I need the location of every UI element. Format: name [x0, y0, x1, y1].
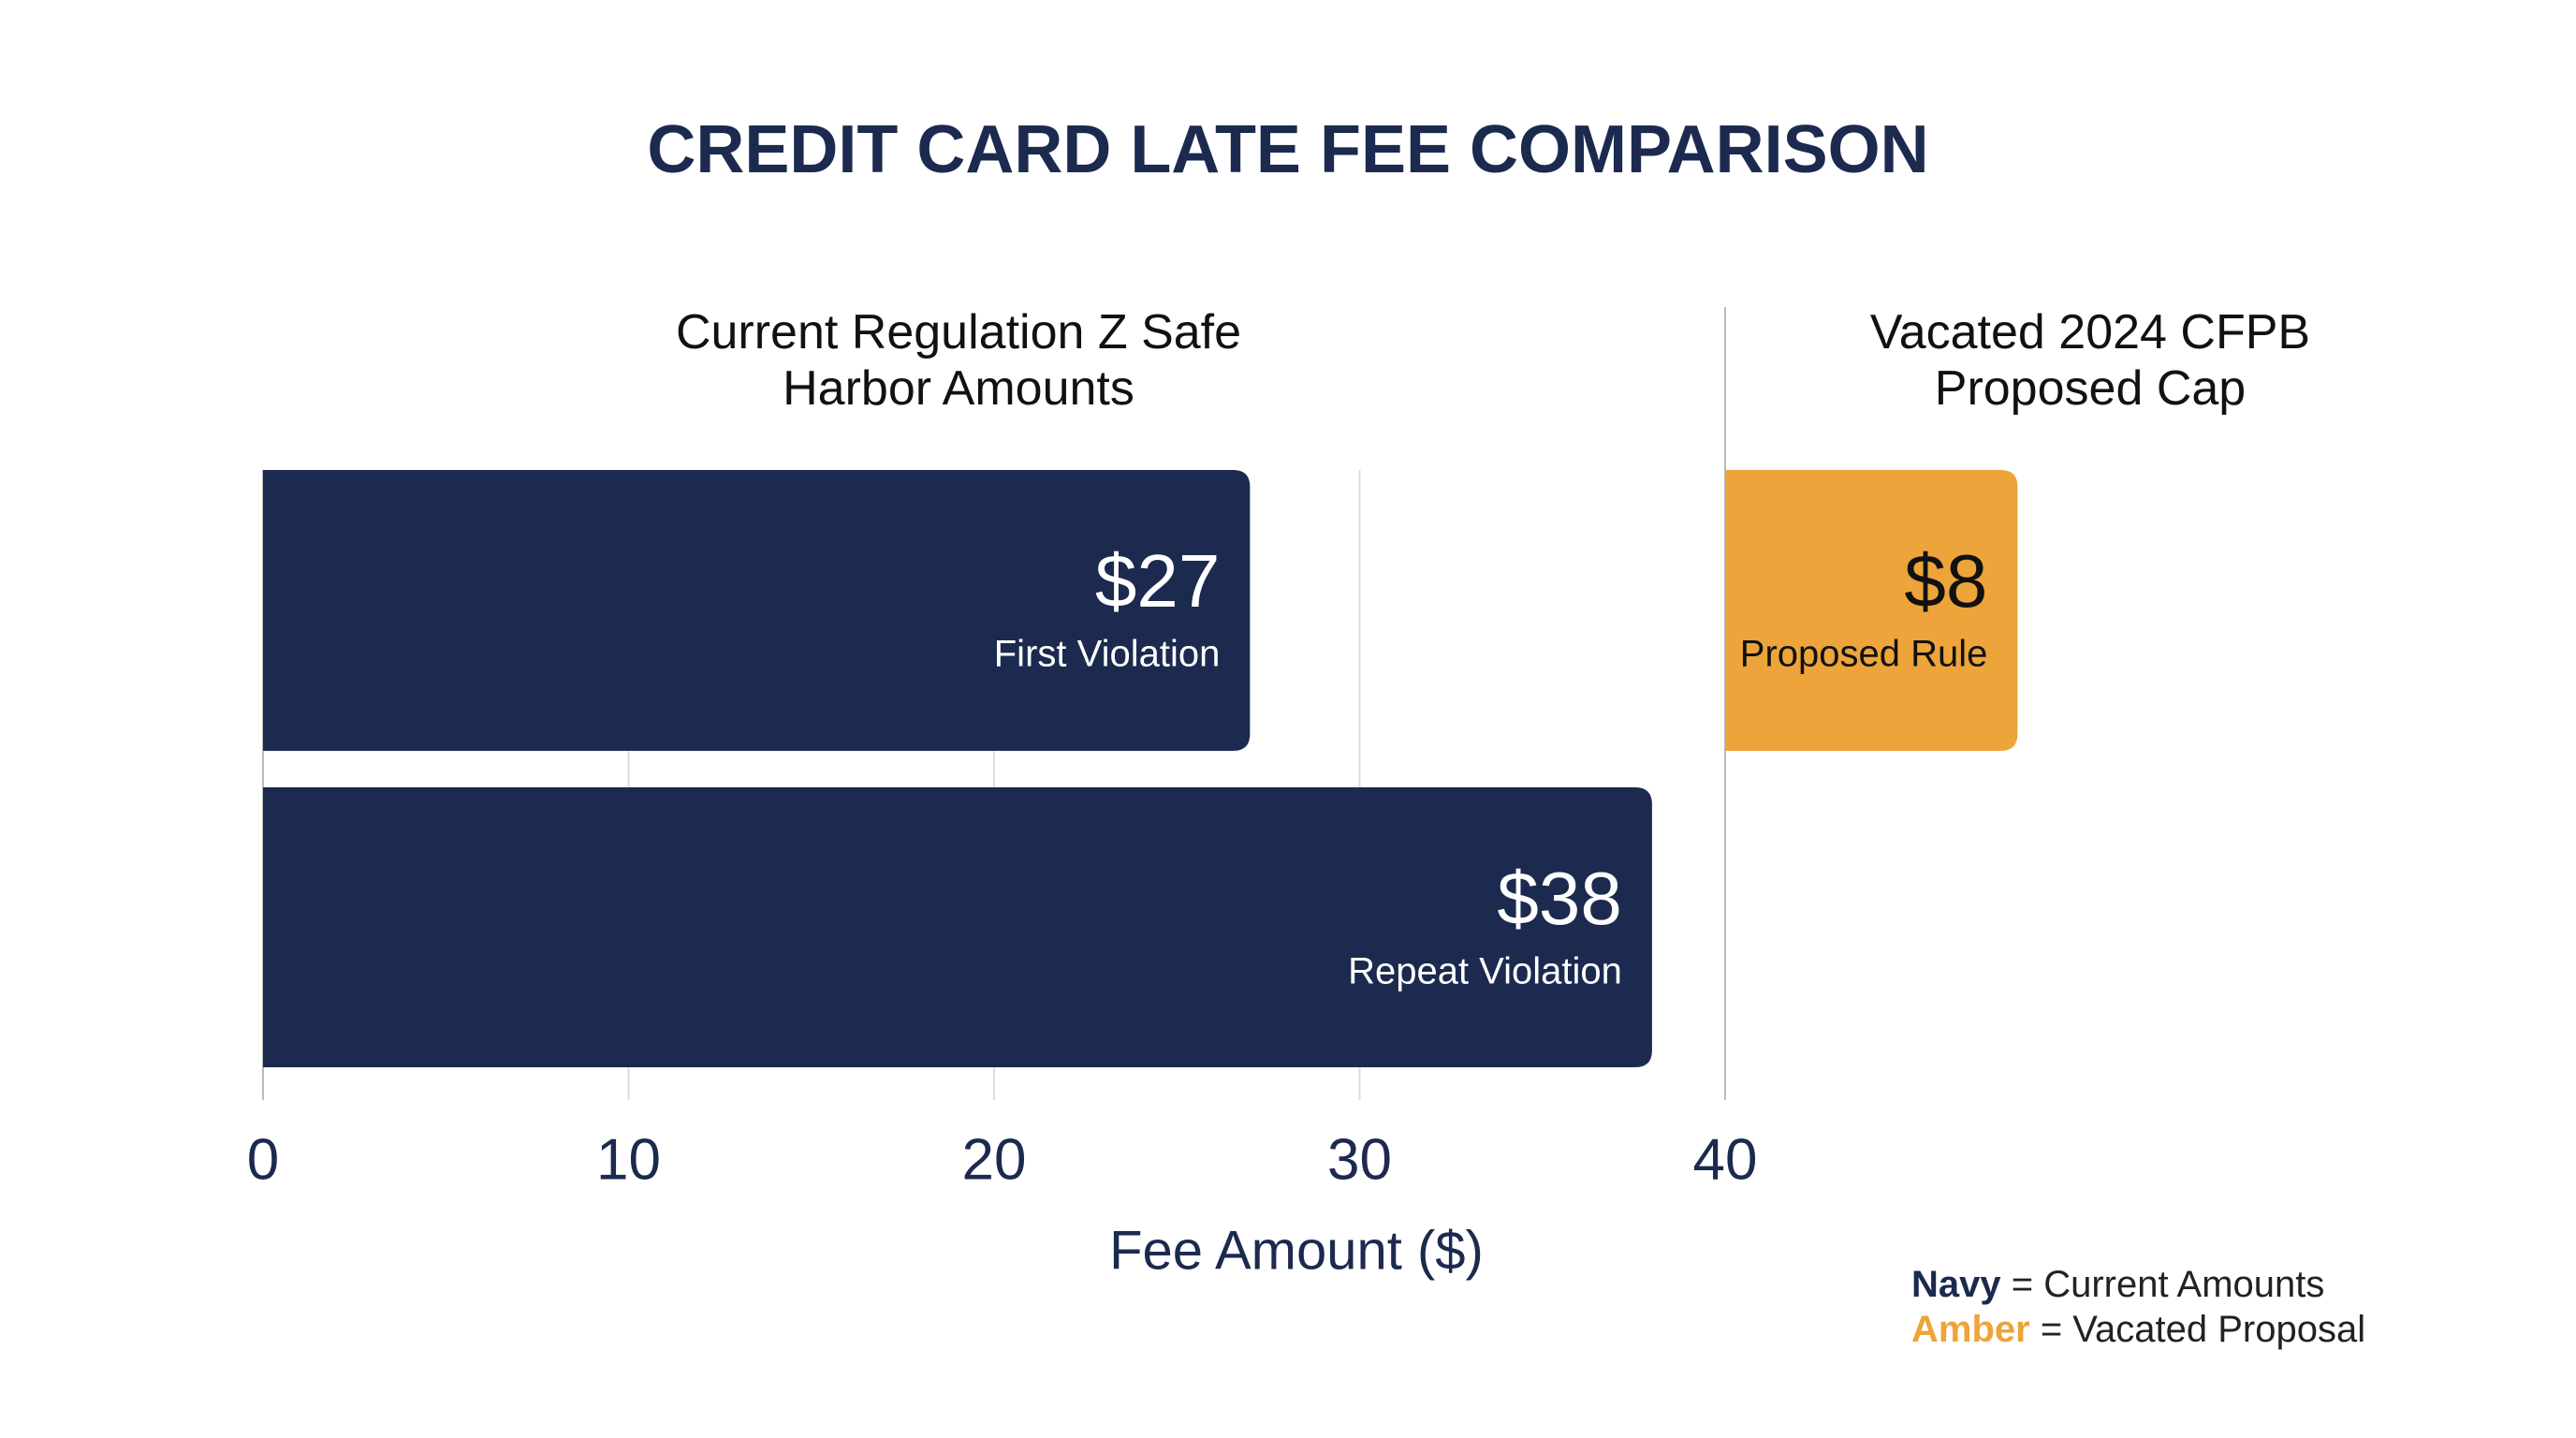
legend-entry: Amber = Vacated Proposal	[1911, 1307, 2365, 1352]
x-tick-label: 0	[247, 1127, 279, 1192]
legend-text: = Vacated Proposal	[2040, 1309, 2366, 1350]
bar	[1725, 470, 2018, 751]
legend-key: Navy	[1911, 1264, 2001, 1305]
x-tick-label: 10	[596, 1127, 661, 1192]
legend-text: = Current Amounts	[2011, 1264, 2325, 1305]
x-axis-label: Fee Amount ($)	[1109, 1220, 1484, 1281]
bar-category-label: Repeat Violation	[1348, 951, 1622, 992]
bar	[263, 787, 1652, 1067]
value-label: $8	[1904, 539, 1987, 623]
bar-category-label: Proposed Rule	[1740, 634, 1988, 675]
panel-subtitle: Vacated 2024 CFPB Proposed Cap	[1869, 305, 2311, 416]
x-tick-label: 20	[962, 1127, 1027, 1192]
legend-entry: Navy = Current Amounts	[1911, 1262, 2324, 1307]
panel-subtitle: Current Regulation Z Safe Harbor Amounts	[675, 305, 1242, 416]
legend-key: Amber	[1911, 1309, 2030, 1350]
chart-title: CREDIT CARD LATE FEE COMPARISON	[647, 112, 1928, 187]
value-label: $38	[1497, 857, 1621, 940]
x-tick-label: 30	[1327, 1127, 1392, 1192]
x-tick-label: 40	[1693, 1127, 1758, 1192]
bar-category-label: First Violation	[994, 634, 1221, 675]
bar	[263, 470, 1251, 751]
value-label: $27	[1095, 539, 1220, 623]
